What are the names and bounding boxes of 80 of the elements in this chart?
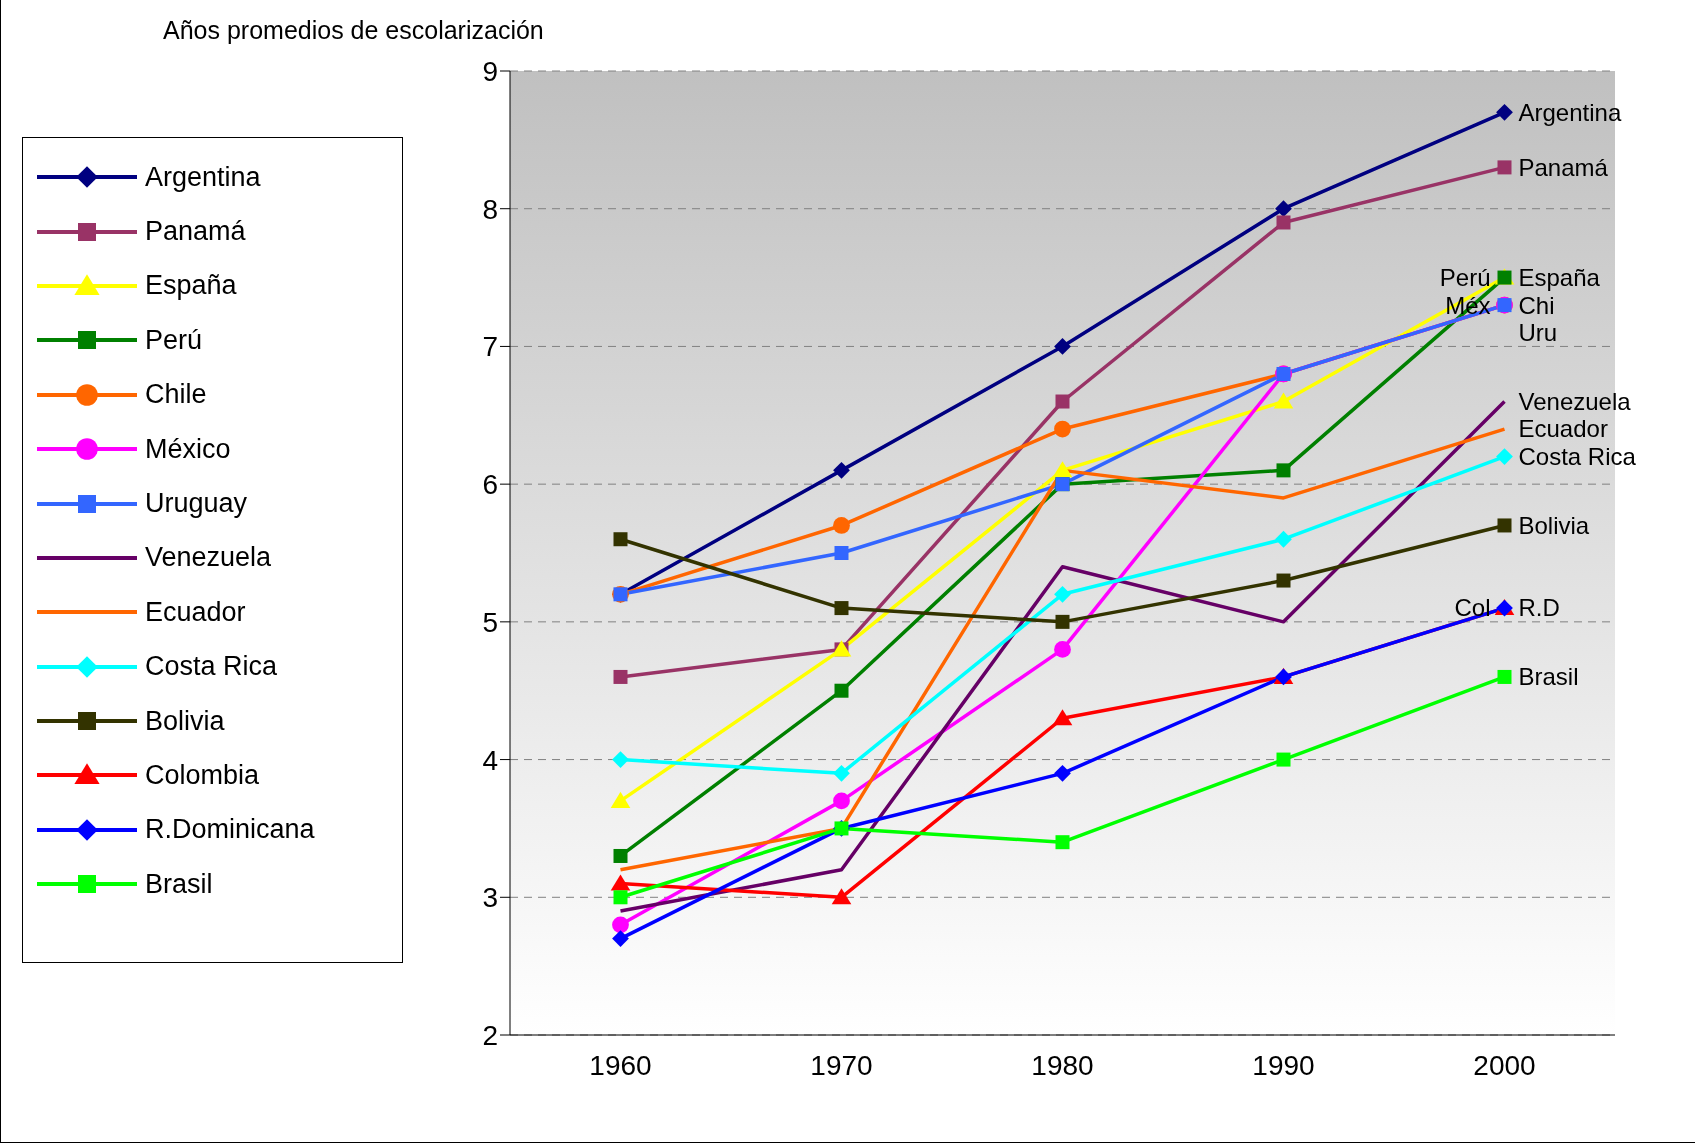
- point: [1497, 518, 1512, 533]
- point: [612, 930, 629, 947]
- point: [1055, 614, 1070, 629]
- point: [1276, 752, 1291, 767]
- point: [834, 683, 849, 698]
- point: [1273, 392, 1294, 409]
- point: [613, 848, 628, 863]
- annotation: Panamá: [1518, 153, 1609, 181]
- legend-label: Costa Rica: [145, 651, 278, 683]
- point: [1052, 709, 1073, 726]
- legend-label: Bolivia: [145, 705, 225, 737]
- point: [610, 791, 631, 808]
- point: [1054, 420, 1071, 438]
- legend-label: México: [145, 433, 231, 465]
- point: [612, 916, 629, 934]
- point: [831, 888, 852, 905]
- annotation: Brasil: [1518, 663, 1579, 691]
- legend-label: España: [145, 270, 237, 302]
- legend-label: Panamá: [145, 216, 246, 248]
- annotation: Bolivia: [1518, 511, 1590, 539]
- x-tick-label: 1990: [1252, 1049, 1315, 1081]
- annotation: Chi: [1518, 291, 1555, 319]
- point: [834, 546, 849, 560]
- point: [1054, 764, 1071, 782]
- point: [1496, 103, 1513, 121]
- point: [834, 601, 849, 616]
- y-tick-label: 8: [482, 193, 498, 225]
- legend-label: Ecuador: [145, 596, 246, 628]
- point: [1054, 641, 1071, 658]
- legend-label: Brasil: [145, 868, 213, 900]
- x-tick-label: 1980: [1031, 1049, 1094, 1081]
- point: [1055, 394, 1070, 409]
- y-tick-label: 9: [482, 55, 498, 87]
- point: [1052, 461, 1073, 478]
- point: [1276, 215, 1291, 230]
- x-tick-label: 1960: [589, 1049, 652, 1081]
- y-tick-label: 5: [482, 606, 498, 638]
- annotation: Ecuador: [1518, 415, 1608, 443]
- legend-label: Uruguay: [145, 488, 248, 520]
- point: [1497, 160, 1512, 175]
- annotation: Argentina: [1518, 98, 1622, 126]
- annotation: Perú: [1439, 263, 1491, 291]
- point: [613, 669, 628, 684]
- legend-label: Colombia: [145, 759, 260, 791]
- annotation: Costa Rica: [1518, 443, 1637, 470]
- legend-label: R.Dominicana: [145, 814, 315, 846]
- chart-title: Años promedios de escolarización: [163, 16, 544, 45]
- x-tick-label: 2000: [1473, 1049, 1536, 1081]
- annotation: Col: [1454, 594, 1491, 622]
- annotation: Uru: [1518, 318, 1558, 346]
- y-tick-label: 4: [482, 744, 498, 776]
- point: [610, 874, 631, 891]
- annotation: Venezuela: [1518, 387, 1632, 415]
- point: [613, 532, 628, 547]
- point: [612, 751, 629, 768]
- point: [1054, 585, 1071, 603]
- point: [1275, 530, 1292, 548]
- legend-label: Venezuela: [145, 542, 272, 574]
- point: [1496, 448, 1513, 465]
- point: [1497, 669, 1512, 684]
- point: [613, 890, 628, 905]
- y-tick-label: 7: [482, 331, 498, 363]
- point: [833, 517, 850, 534]
- point: [833, 461, 850, 479]
- legend-label: Argentina: [145, 161, 261, 193]
- point: [1276, 463, 1291, 478]
- legend-label: Chile: [145, 379, 207, 411]
- point: [1276, 573, 1291, 588]
- annotation: España: [1518, 263, 1601, 291]
- point: [833, 792, 850, 810]
- point: [1054, 338, 1071, 355]
- y-tick-label: 3: [482, 882, 498, 914]
- point: [1275, 200, 1292, 218]
- y-tick-label: 6: [482, 469, 498, 501]
- annotation: R.D: [1518, 594, 1560, 622]
- legend-label: Perú: [145, 324, 203, 356]
- point: [1055, 835, 1070, 850]
- y-tick-label: 2: [482, 1019, 498, 1051]
- point: [833, 764, 850, 782]
- x-tick-label: 1970: [810, 1049, 873, 1081]
